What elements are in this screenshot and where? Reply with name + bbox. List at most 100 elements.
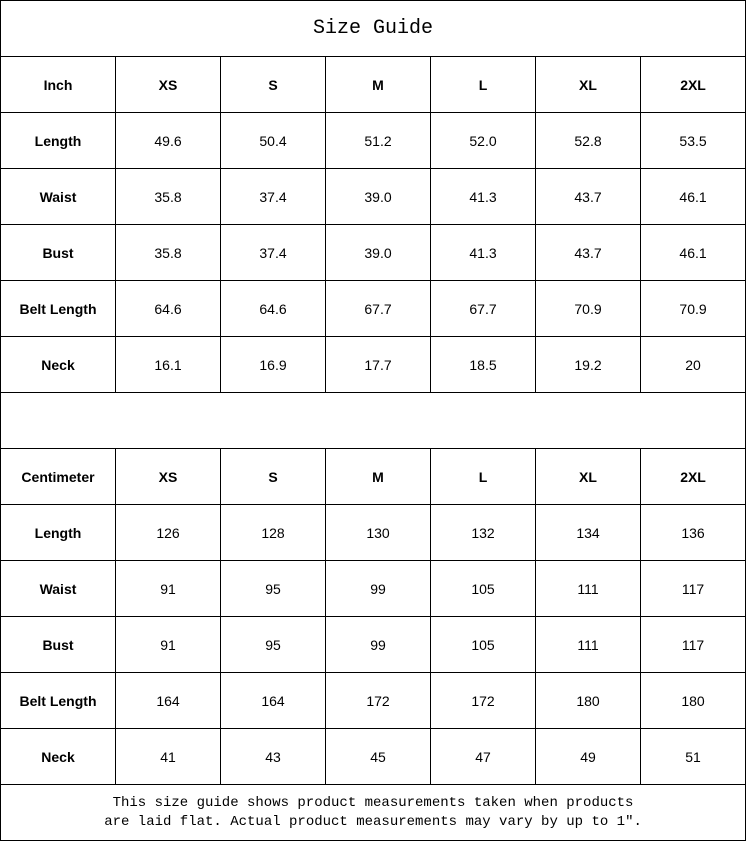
measurement-value: 43: [220, 728, 326, 785]
measurement-value: 52.0: [430, 112, 536, 169]
size-header: XS: [115, 448, 221, 505]
measurement-value: 17.7: [325, 336, 431, 393]
measurement-label: Belt Length: [0, 280, 116, 337]
measurement-value: 53.5: [639, 112, 746, 169]
measurement-value: 117: [639, 616, 746, 673]
measurement-value: 99: [325, 616, 431, 673]
size-header: 2XL: [639, 448, 746, 505]
table-row: Belt Length 64.6 64.6 67.7 67.7 70.9 70.9: [0, 280, 746, 337]
measurement-value: 117: [639, 560, 746, 617]
table-row: Neck 16.1 16.9 17.7 18.5 19.2 20: [0, 336, 746, 393]
measurement-value: 16.1: [115, 336, 221, 393]
measurement-value: 37.4: [220, 224, 326, 281]
measurement-value: 164: [220, 672, 326, 729]
measurement-value: 111: [535, 560, 641, 617]
measurement-value: 180: [639, 672, 746, 729]
size-header: L: [430, 448, 536, 505]
measurement-value: 111: [535, 616, 641, 673]
table-row: Length 49.6 50.4 51.2 52.0 52.8 53.5: [0, 112, 746, 169]
inch-unit-label: Inch: [0, 56, 116, 113]
measurement-value: 35.8: [115, 168, 221, 225]
measurement-value: 35.8: [115, 224, 221, 281]
measurement-value: 164: [115, 672, 221, 729]
measurement-value: 18.5: [430, 336, 536, 393]
measurement-value: 39.0: [325, 224, 431, 281]
measurement-value: 91: [115, 560, 221, 617]
table-row: Bust 91 95 99 105 111 117: [0, 616, 746, 673]
measurement-value: 64.6: [220, 280, 326, 337]
measurement-value: 70.9: [639, 280, 746, 337]
size-header: 2XL: [639, 56, 746, 113]
measurement-value: 67.7: [430, 280, 536, 337]
measurement-value: 134: [535, 504, 641, 561]
measurement-label: Bust: [0, 224, 116, 281]
measurement-label: Belt Length: [0, 672, 116, 729]
size-header: S: [220, 448, 326, 505]
measurement-value: 64.6: [115, 280, 221, 337]
table-row: Neck 41 43 45 47 49 51: [0, 728, 746, 785]
measurement-label: Neck: [0, 728, 116, 785]
measurement-value: 41: [115, 728, 221, 785]
measurement-value: 91: [115, 616, 221, 673]
measurement-label: Waist: [0, 168, 116, 225]
size-header: M: [325, 448, 431, 505]
measurement-value: 130: [325, 504, 431, 561]
footnote-line-2: are laid flat. Actual product measuremen…: [104, 813, 642, 830]
measurement-value: 39.0: [325, 168, 431, 225]
measurement-value: 70.9: [535, 280, 641, 337]
measurement-value: 19.2: [535, 336, 641, 393]
measurement-label: Length: [0, 504, 116, 561]
measurement-value: 20: [639, 336, 746, 393]
measurement-value: 45: [325, 728, 431, 785]
table-row: Length 126 128 130 132 134 136: [0, 504, 746, 561]
measurement-value: 105: [430, 560, 536, 617]
footnote: This size guide shows product measuremen…: [0, 784, 746, 841]
measurement-value: 136: [639, 504, 746, 561]
size-header: XL: [535, 56, 641, 113]
measurement-value: 99: [325, 560, 431, 617]
table-row: Waist 91 95 99 105 111 117: [0, 560, 746, 617]
size-header: XL: [535, 448, 641, 505]
measurement-value: 126: [115, 504, 221, 561]
measurement-value: 50.4: [220, 112, 326, 169]
size-header: S: [220, 56, 326, 113]
measurement-value: 51: [639, 728, 746, 785]
measurement-value: 46.1: [639, 224, 746, 281]
measurement-label: Bust: [0, 616, 116, 673]
measurement-value: 51.2: [325, 112, 431, 169]
table-row: Waist 35.8 37.4 39.0 41.3 43.7 46.1: [0, 168, 746, 225]
spacer-row: [0, 392, 746, 449]
measurement-label: Waist: [0, 560, 116, 617]
measurement-value: 95: [220, 616, 326, 673]
measurement-label: Length: [0, 112, 116, 169]
size-header: M: [325, 56, 431, 113]
table-row: Belt Length 164 164 172 172 180 180: [0, 672, 746, 729]
footnote-line-1: This size guide shows product measuremen…: [112, 794, 634, 811]
measurement-value: 49: [535, 728, 641, 785]
measurement-value: 43.7: [535, 224, 641, 281]
page-title: Size Guide: [0, 0, 746, 57]
measurement-value: 67.7: [325, 280, 431, 337]
table-row: Bust 35.8 37.4 39.0 41.3 43.7 46.1: [0, 224, 746, 281]
measurement-value: 95: [220, 560, 326, 617]
measurement-value: 180: [535, 672, 641, 729]
size-header: L: [430, 56, 536, 113]
measurement-value: 128: [220, 504, 326, 561]
measurement-value: 47: [430, 728, 536, 785]
cm-header-row: Centimeter XS S M L XL 2XL: [0, 448, 746, 505]
measurement-value: 172: [430, 672, 536, 729]
measurement-label: Neck: [0, 336, 116, 393]
measurement-value: 105: [430, 616, 536, 673]
measurement-value: 41.3: [430, 168, 536, 225]
measurement-value: 43.7: [535, 168, 641, 225]
measurement-value: 172: [325, 672, 431, 729]
measurement-value: 16.9: [220, 336, 326, 393]
measurement-value: 46.1: [639, 168, 746, 225]
measurement-value: 37.4: [220, 168, 326, 225]
measurement-value: 41.3: [430, 224, 536, 281]
size-header: XS: [115, 56, 221, 113]
cm-unit-label: Centimeter: [0, 448, 116, 505]
measurement-value: 49.6: [115, 112, 221, 169]
measurement-value: 52.8: [535, 112, 641, 169]
